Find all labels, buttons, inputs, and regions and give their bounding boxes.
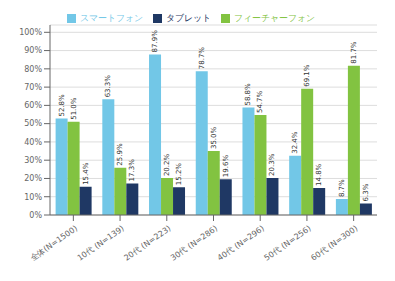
- html-text:スマートフォン: スマートフォン: [79, 13, 143, 23]
- svg-text:20.3%: 20.3%: [268, 153, 276, 176]
- svg-text:0%: 0%: [29, 211, 42, 220]
- svg-text:14.8%: 14.8%: [315, 163, 323, 186]
- svg-text:63.3%: 63.3%: [104, 75, 112, 98]
- svg-text:全体(N=1500): 全体(N=1500): [29, 224, 79, 263]
- svg-text:8.7%: 8.7%: [338, 179, 346, 197]
- svg-text:15.2%: 15.2%: [175, 163, 183, 186]
- html-text:フィーチャーフォン: フィーチャーフォン: [233, 13, 315, 23]
- svg-text:20代 (N=223): 20代 (N=223): [122, 224, 172, 263]
- svg-text:54.7%: 54.7%: [256, 90, 264, 113]
- svg-text:20.2%: 20.2%: [163, 154, 171, 177]
- svg-text:100%: 100%: [19, 28, 42, 37]
- svg-text:51.0%: 51.0%: [70, 97, 78, 120]
- svg-text:78.7%: 78.7%: [198, 47, 206, 70]
- svg-text:81.7%: 81.7%: [350, 41, 358, 64]
- svg-text:32.4%: 32.4%: [291, 131, 299, 154]
- svg-text:20%: 20%: [24, 174, 42, 183]
- svg-text:6.3%: 6.3%: [362, 183, 370, 201]
- svg-text:35.0%: 35.0%: [210, 126, 218, 149]
- html-text:タブレット: タブレット: [165, 13, 211, 23]
- svg-text:70%: 70%: [24, 83, 42, 92]
- svg-text:50%: 50%: [24, 119, 42, 128]
- svg-text:15.4%: 15.4%: [82, 162, 90, 185]
- svg-text:25.9%: 25.9%: [116, 143, 124, 166]
- svg-text:90%: 90%: [24, 46, 42, 55]
- svg-text:60%: 60%: [24, 101, 42, 110]
- svg-text:10代 (N=139): 10代 (N=139): [76, 224, 126, 263]
- svg-text:50代 (N=256): 50代 (N=256): [263, 224, 313, 263]
- svg-text:58.8%: 58.8%: [244, 83, 252, 106]
- svg-text:69.1%: 69.1%: [303, 64, 311, 87]
- svg-text:40%: 40%: [24, 138, 42, 147]
- svg-text:10%: 10%: [24, 193, 42, 202]
- svg-text:80%: 80%: [24, 65, 42, 74]
- svg-text:87.9%: 87.9%: [151, 30, 159, 53]
- svg-text:17.3%: 17.3%: [128, 159, 136, 182]
- svg-text:30代 (N=286): 30代 (N=286): [169, 224, 219, 263]
- svg-text:60代 (N=300): 60代 (N=300): [309, 224, 359, 263]
- svg-text:19.6%: 19.6%: [222, 155, 230, 178]
- svg-text:52.8%: 52.8%: [58, 94, 66, 117]
- svg-text:30%: 30%: [24, 156, 42, 165]
- svg-text:40代 (N=296): 40代 (N=296): [216, 224, 266, 263]
